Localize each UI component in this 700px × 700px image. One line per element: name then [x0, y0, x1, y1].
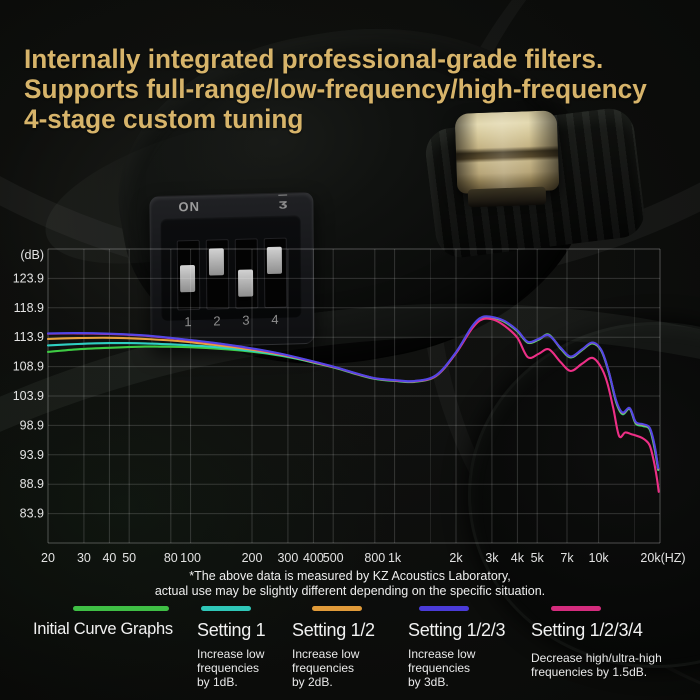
svg-text:3k: 3k: [485, 551, 499, 565]
chart-curves: [47, 315, 660, 493]
svg-text:40: 40: [102, 551, 116, 565]
legend-desc-setting-1: Increase low frequencies by 1dB.: [197, 647, 265, 689]
svg-text:83.9: 83.9: [20, 507, 44, 521]
legend-label-setting-1-2-3-4: Setting 1/2/3/4: [531, 620, 643, 640]
svg-text:20: 20: [41, 551, 55, 565]
legend-item-setting-1: Setting 1 Increase low frequencies by 1d…: [197, 606, 289, 689]
legend-swatch-setting-1-2-3-4: [551, 606, 601, 611]
svg-text:300: 300: [277, 551, 298, 565]
svg-text:(dB): (dB): [20, 248, 44, 262]
legend-desc-setting-1-2-3: Increase low frequencies by 3dB.: [408, 647, 476, 689]
svg-text:118.9: 118.9: [14, 301, 44, 315]
svg-text:7k: 7k: [560, 551, 574, 565]
svg-text:108.9: 108.9: [13, 360, 44, 374]
svg-text:20k(HZ): 20k(HZ): [640, 551, 685, 565]
legend-item-setting-1-2: Setting 1/2 Increase low frequencies by …: [292, 606, 396, 689]
legend-swatch-setting-1-2: [312, 606, 362, 611]
legend-item-setting-1-2-3-4: Setting 1/2/3/4 Decrease high/ultra-high…: [531, 606, 699, 679]
svg-text:93.9: 93.9: [20, 448, 44, 462]
svg-text:500: 500: [323, 551, 344, 565]
legend-item-setting-1-2-3: Setting 1/2/3 Increase low frequencies b…: [408, 606, 526, 689]
legend-item-initial: Initial Curve Graphs: [33, 606, 183, 639]
svg-text:50: 50: [122, 551, 136, 565]
title-line-2: Supports full-range/low-frequency/high-f…: [24, 74, 647, 104]
chart-grid: [47, 248, 661, 544]
page-title: Internally integrated professional-grade…: [24, 44, 666, 134]
legend-label-initial: Initial Curve Graphs: [33, 620, 173, 638]
svg-text:113.9: 113.9: [14, 330, 44, 344]
legend-swatch-setting-1: [201, 606, 251, 611]
svg-text:400: 400: [303, 551, 324, 565]
svg-text:1k: 1k: [388, 551, 402, 565]
svg-text:100: 100: [180, 551, 201, 565]
legend-label-setting-1-2-3: Setting 1/2/3: [408, 620, 506, 640]
svg-text:5k: 5k: [531, 551, 545, 565]
svg-text:103.9: 103.9: [13, 389, 44, 403]
chart-axis-labels: 123.9 118.9 113.9 108.9 103.9 98.9 93.9 88.9 83.…: [13, 248, 686, 565]
svg-text:98.9: 98.9: [20, 418, 44, 432]
curve-setting-1-2-3: [47, 315, 660, 470]
svg-text:30: 30: [77, 551, 91, 565]
svg-text:200: 200: [242, 551, 263, 565]
chart-footnote: *The above data is measured by KZ Acoust…: [0, 569, 700, 598]
svg-text:4k: 4k: [511, 551, 525, 565]
svg-text:2k: 2k: [449, 551, 463, 565]
legend-label-setting-1-2: Setting 1/2: [292, 620, 375, 640]
footnote-line-2: actual use may be slightly different dep…: [154, 583, 546, 598]
footnote-line-1: *The above data is measured by KZ Acoust…: [189, 569, 511, 583]
legend-desc-setting-1-2: Increase low frequencies by 2dB.: [292, 647, 360, 689]
svg-text:88.9: 88.9: [20, 477, 44, 491]
title-line-3: 4-stage custom tuning: [24, 104, 304, 134]
svg-text:800: 800: [364, 551, 385, 565]
svg-text:80: 80: [164, 551, 178, 565]
legend-desc-setting-1-2-3-4: Decrease high/ultra-high frequencies by …: [531, 651, 662, 679]
svg-text:10k: 10k: [589, 551, 610, 565]
legend-swatch-initial: [73, 606, 169, 611]
legend-swatch-setting-1-2-3: [419, 606, 469, 611]
title-line-1: Internally integrated professional-grade…: [24, 44, 604, 74]
legend-label-setting-1: Setting 1: [197, 620, 266, 640]
chart-legend: Initial Curve Graphs Setting 1 Increase …: [0, 606, 700, 700]
svg-text:123.9: 123.9: [13, 271, 44, 285]
